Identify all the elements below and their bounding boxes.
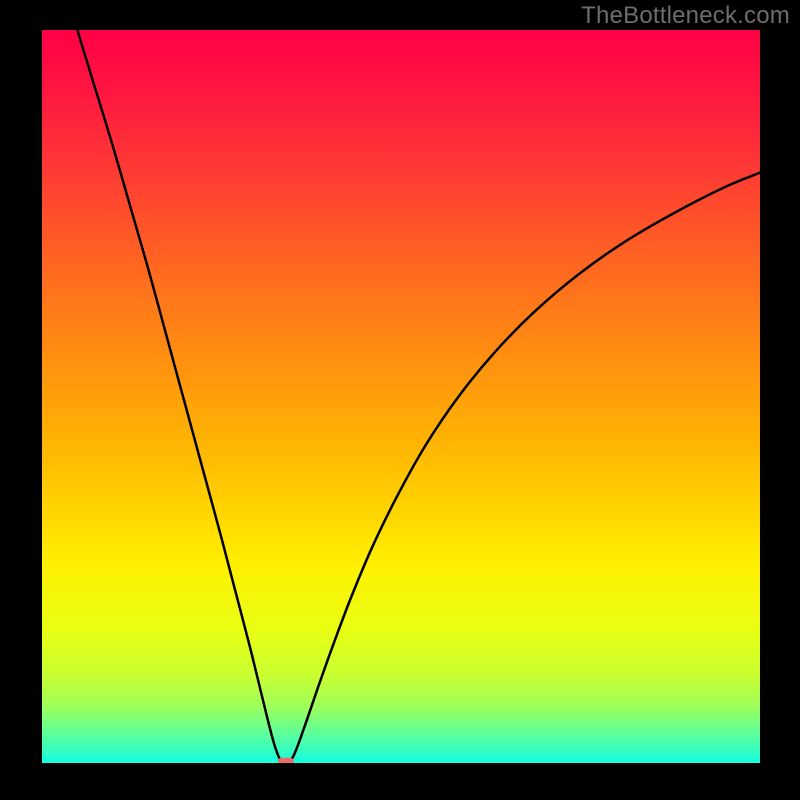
watermark-text: TheBottleneck.com — [581, 2, 790, 30]
plot-background — [41, 29, 761, 764]
chart-container: TheBottleneck.com — [0, 0, 800, 800]
bottleneck-chart — [0, 0, 800, 800]
